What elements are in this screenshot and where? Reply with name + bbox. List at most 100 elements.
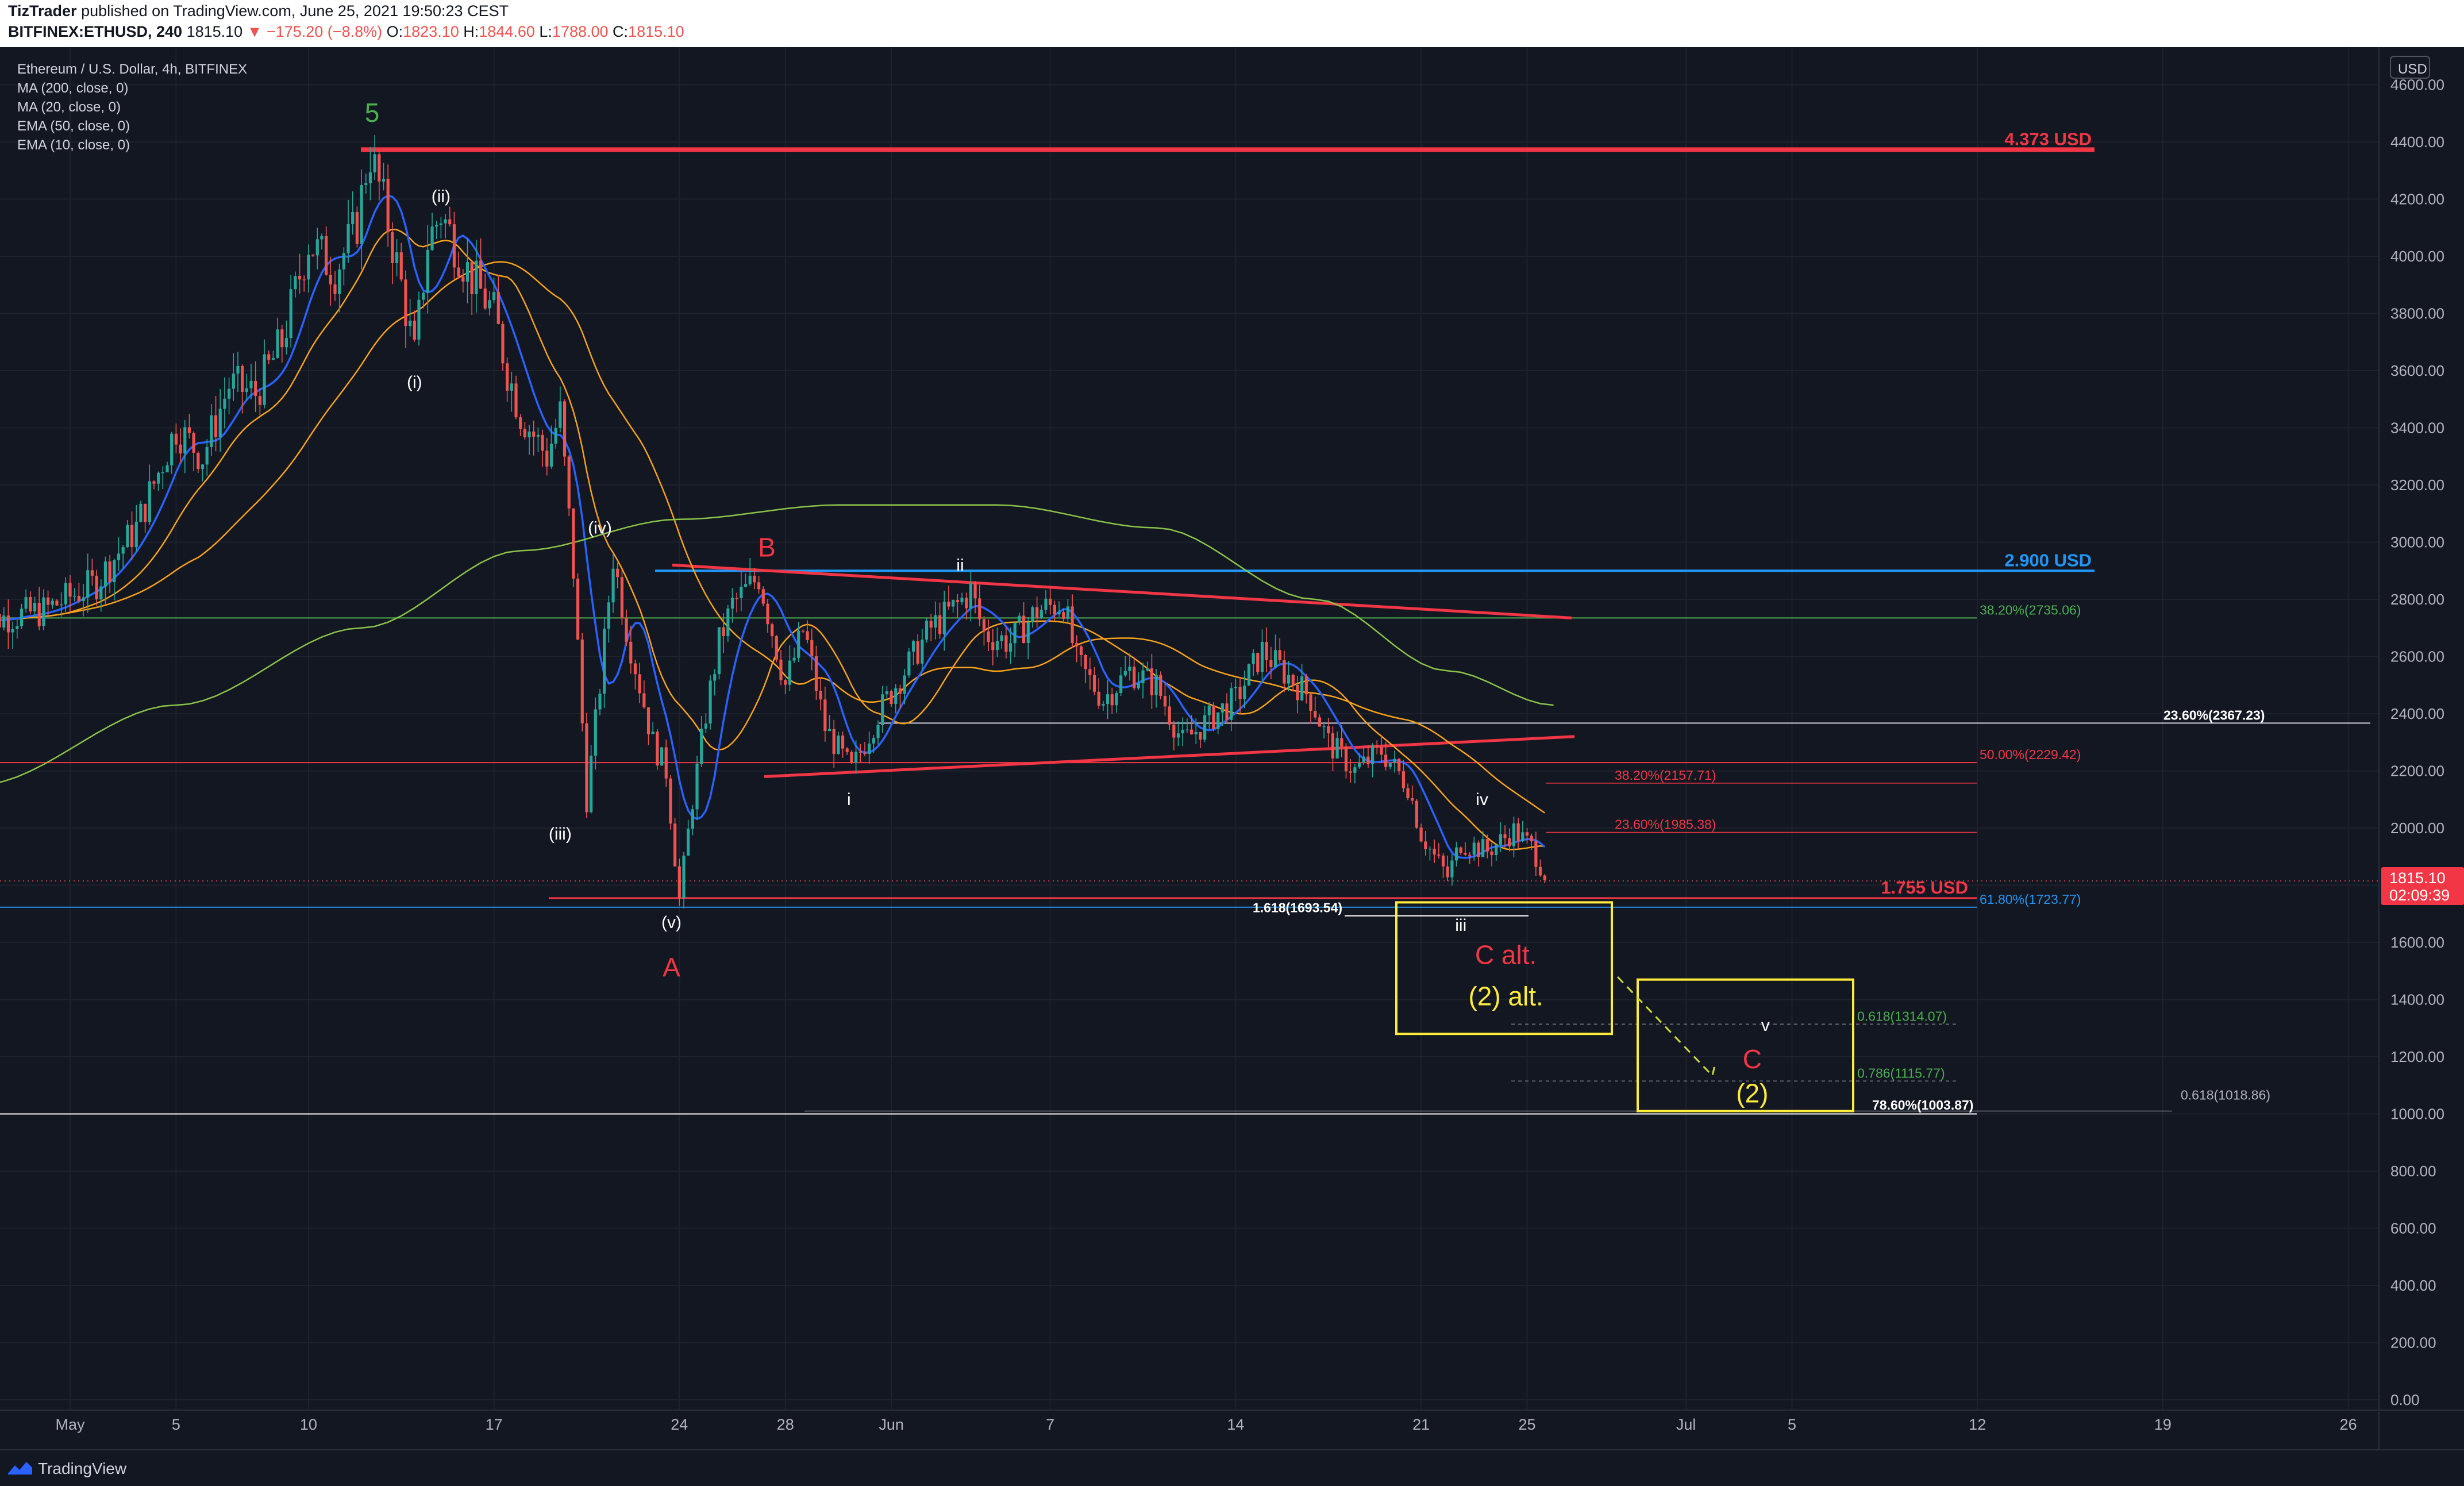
candle-body — [108, 561, 111, 583]
author-name[interactable]: TizTrader — [8, 2, 77, 20]
candle-body — [64, 583, 67, 605]
x-tick-label: 10 — [300, 1416, 317, 1433]
y-tick-label: 800.00 — [2390, 1162, 2436, 1180]
candle-body — [929, 621, 933, 628]
candle-body — [642, 693, 646, 707]
candle-body — [1322, 726, 1326, 727]
candle-body — [245, 388, 248, 392]
candle-body — [179, 444, 182, 454]
candle-body — [338, 269, 341, 294]
legend-indicator[interactable]: EMA (10, close, 0) — [17, 137, 130, 153]
candle-body — [837, 736, 840, 754]
legend-indicator[interactable]: MA (20, close, 0) — [17, 99, 121, 115]
candle-body — [46, 597, 50, 605]
candle-body — [422, 292, 425, 300]
candle-body — [214, 415, 218, 437]
candle-body — [1176, 733, 1180, 738]
candle-body — [1380, 746, 1383, 755]
candle-body — [1146, 668, 1149, 671]
candle-body — [1088, 669, 1092, 675]
low-label: L: — [539, 23, 552, 40]
candle-body — [223, 398, 226, 409]
candle-body — [1049, 598, 1052, 605]
candle-body — [660, 747, 664, 766]
open-value: 1823.10 — [403, 23, 459, 40]
candle-body — [232, 374, 235, 389]
candle-body — [11, 629, 14, 633]
candle-body — [788, 660, 791, 685]
candle-body — [461, 276, 465, 282]
candle-body — [1137, 683, 1140, 688]
candle-body — [965, 598, 968, 609]
candle-body — [1273, 650, 1277, 668]
candle-body — [417, 299, 421, 340]
brand-name[interactable]: TradingView — [38, 1460, 127, 1477]
candle-body — [1318, 717, 1321, 727]
candle-body — [197, 452, 200, 469]
candle-body — [1203, 715, 1207, 740]
triangle-lower-trendline — [764, 735, 1575, 778]
candle-body — [267, 354, 271, 360]
candle-body — [916, 641, 919, 664]
candle-body — [1468, 854, 1472, 856]
candle-body — [1340, 738, 1343, 747]
y-tick-label: 3600.00 — [2390, 362, 2444, 379]
tradingview-logo-icon[interactable] — [7, 1460, 33, 1476]
candle-body — [1044, 598, 1048, 610]
candle-body — [748, 575, 752, 584]
candle-body — [192, 433, 195, 453]
candle-body — [519, 417, 522, 429]
y-tick-label: 2000.00 — [2390, 819, 2444, 837]
legend-indicator[interactable]: EMA (50, close, 0) — [17, 118, 130, 134]
candle-body — [1004, 635, 1008, 652]
candle-body — [700, 729, 703, 764]
candle-body — [501, 324, 505, 364]
candle-body — [868, 743, 871, 754]
candle-body — [1189, 729, 1194, 735]
fib-level-label: 38.20%(2157.71) — [1615, 768, 1716, 783]
candle-body — [77, 595, 80, 602]
y-tick-label: 400.00 — [2390, 1277, 2436, 1294]
candle-body — [1362, 756, 1365, 763]
current-price-timer: 02:09:39 — [2389, 887, 2450, 904]
candle-body — [360, 184, 363, 244]
candle-body — [496, 292, 500, 324]
y-tick-label: 200.00 — [2390, 1334, 2436, 1352]
candle-body — [1230, 688, 1233, 720]
wave-label: (iv) — [588, 519, 612, 538]
legend-indicator[interactable]: MA (200, close, 0) — [17, 80, 129, 96]
candle-body — [1375, 746, 1379, 747]
candle-body — [784, 680, 787, 685]
candle-body — [956, 600, 959, 603]
candle-body — [413, 320, 416, 340]
close-label: C: — [613, 23, 629, 40]
candle-body — [585, 723, 588, 813]
candle-body — [523, 429, 526, 438]
candle-body — [1516, 823, 1520, 842]
candle-body — [99, 586, 103, 599]
candle-body — [373, 154, 376, 173]
triangle-upper-trendline — [672, 563, 1572, 619]
candle-body — [982, 619, 986, 632]
chart-area[interactable]: 0.00 200.00 400.00 600.00 800.00 1000.00 1200.… — [0, 47, 2464, 1449]
candle-body — [1092, 675, 1096, 692]
candle-body — [42, 597, 45, 626]
y-tick-label: 3200.00 — [2390, 476, 2444, 494]
candle-body — [1207, 705, 1211, 715]
candle-body — [103, 561, 107, 587]
candle-body — [1534, 841, 1538, 867]
price-chart[interactable]: 0.00 200.00 400.00 600.00 800.00 1000.00 1200.… — [0, 47, 2464, 1449]
candle-body — [126, 525, 129, 548]
candle-body — [1433, 848, 1436, 855]
c-alt-projection-box — [1395, 901, 1613, 1035]
candle-body — [673, 823, 677, 867]
x-tick-label: Jul — [1676, 1416, 1696, 1433]
low-value: 1788.00 — [552, 23, 609, 40]
candle-body — [395, 252, 399, 263]
y-tick-label: 600.00 — [2390, 1220, 2436, 1237]
candle-body — [1428, 848, 1432, 850]
candle-body — [1062, 612, 1065, 619]
candle-body — [236, 365, 240, 374]
candle-body — [117, 553, 121, 560]
candle-body — [1265, 642, 1268, 660]
